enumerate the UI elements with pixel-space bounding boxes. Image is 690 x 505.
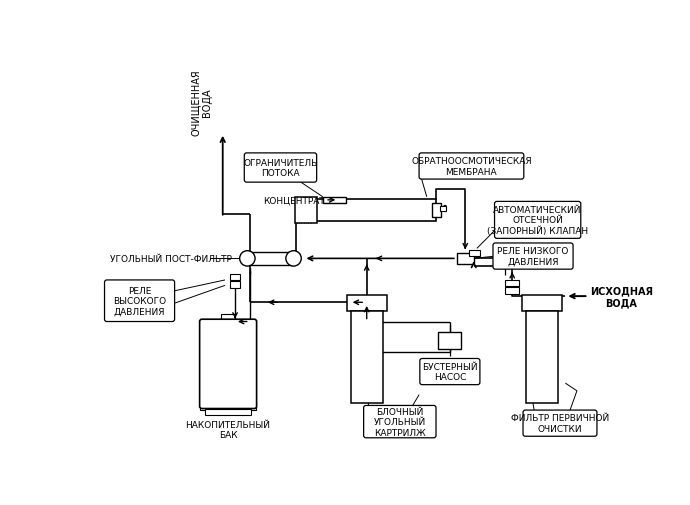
Bar — [302, 199, 436, 221]
Bar — [440, 207, 446, 211]
Bar — [346, 296, 386, 311]
FancyBboxPatch shape — [495, 202, 581, 239]
FancyBboxPatch shape — [420, 359, 480, 385]
Bar — [432, 204, 442, 217]
Bar — [205, 410, 251, 416]
Circle shape — [286, 251, 302, 267]
Bar — [248, 252, 293, 265]
Bar — [438, 333, 462, 349]
Text: НАКОПИТЕЛЬНЫЙ
БАК: НАКОПИТЕЛЬНЫЙ БАК — [186, 420, 270, 439]
Text: ФИЛЬТР ПЕРВИЧНОЙ
ОЧИСТКИ: ФИЛЬТР ПЕРВИЧНОЙ ОЧИСТКИ — [511, 414, 609, 433]
Text: РЕЛЕ НИЗКОГО
ДАВЛЕНИЯ: РЕЛЕ НИЗКОГО ДАВЛЕНИЯ — [497, 247, 569, 266]
Text: РЕЛЕ
ВЫСОКОГО
ДАВЛЕНИЯ: РЕЛЕ ВЫСОКОГО ДАВЛЕНИЯ — [113, 286, 166, 316]
FancyBboxPatch shape — [419, 154, 524, 180]
Text: БЛОЧНЫЙ
УГОЛЬНЫЙ
КАРТРИЛЖ: БЛОЧНЫЙ УГОЛЬНЫЙ КАРТРИЛЖ — [374, 407, 426, 437]
Bar — [295, 197, 317, 224]
FancyBboxPatch shape — [199, 320, 257, 409]
Circle shape — [239, 251, 255, 267]
Bar — [230, 282, 240, 288]
Bar — [522, 296, 562, 311]
Bar — [505, 288, 519, 294]
FancyBboxPatch shape — [523, 410, 597, 436]
Bar — [200, 402, 256, 410]
FancyBboxPatch shape — [364, 406, 436, 438]
Bar — [505, 280, 519, 287]
Bar — [221, 314, 235, 322]
Bar — [351, 311, 383, 403]
Text: АВТОМАТИЧЕСКИЙ
ОТСЕЧНОЙ
(ЗАПОРНЫЙ) КЛАПАН: АВТОМАТИЧЕСКИЙ ОТСЕЧНОЙ (ЗАПОРНЫЙ) КЛАПА… — [487, 205, 588, 236]
Bar — [457, 254, 474, 264]
Bar — [323, 197, 346, 204]
Text: КОНЦЕНТРАТ: КОНЦЕНТРАТ — [263, 196, 324, 205]
FancyBboxPatch shape — [104, 280, 175, 322]
FancyBboxPatch shape — [244, 154, 317, 183]
Text: ОЧИЩЕННАЯ
ВОДА: ОЧИЩЕННАЯ ВОДА — [190, 70, 212, 136]
Text: ОГРАНИЧИТЕЛЬ
ПОТОКА: ОГРАНИЧИТЕЛЬ ПОТОКА — [244, 159, 317, 178]
FancyBboxPatch shape — [493, 243, 573, 270]
Text: БУСТЕРНЫЙ
НАСОС: БУСТЕРНЫЙ НАСОС — [422, 362, 477, 381]
Bar — [230, 274, 240, 280]
Bar — [526, 311, 558, 403]
Text: УГОЛЬНЫЙ ПОСТ-ФИЛЬТР: УГОЛЬНЫЙ ПОСТ-ФИЛЬТР — [110, 255, 232, 264]
Text: ОБРАТНООСМОТИЧЕСКАЯ
МЕМБРАНА: ОБРАТНООСМОТИЧЕСКАЯ МЕМБРАНА — [411, 157, 532, 176]
Text: ИСХОДНАЯ
ВОДА: ИСХОДНАЯ ВОДА — [590, 286, 653, 308]
Bar — [469, 250, 480, 257]
